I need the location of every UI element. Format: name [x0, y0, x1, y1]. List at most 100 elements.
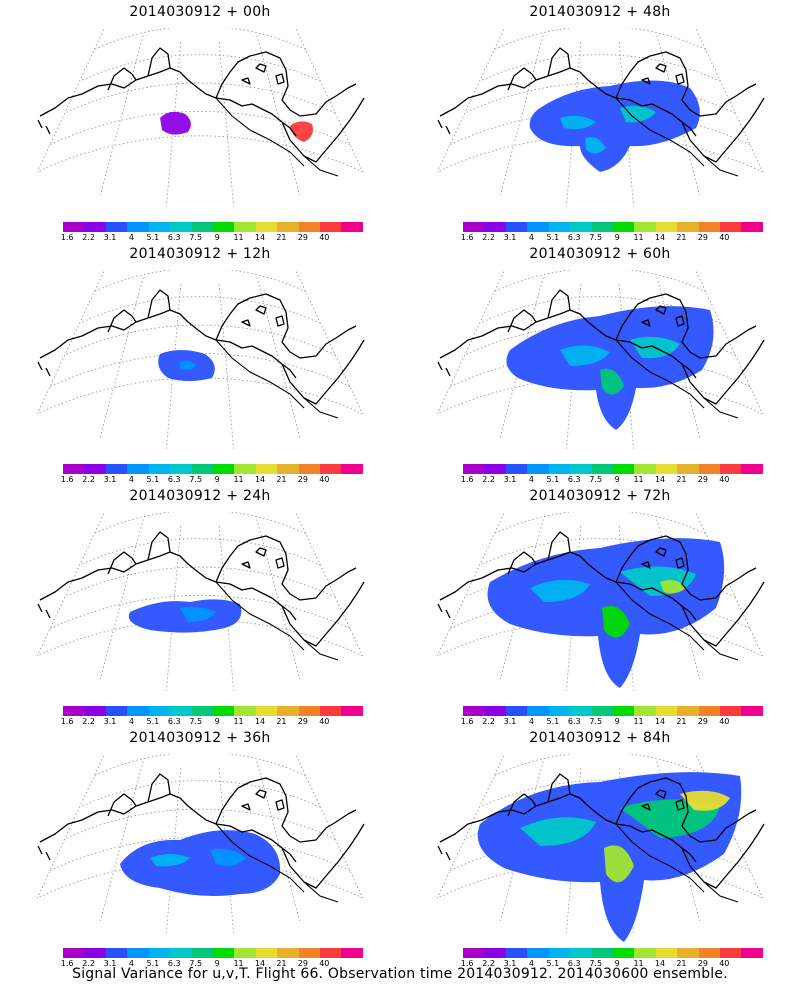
latitude-line	[449, 111, 751, 146]
colorbar-labels: 1.6 2.2 3.1 4 5.1 6.3 7.5 9 11 14 21 29 40	[61, 717, 363, 727]
variance-contour	[560, 115, 596, 130]
coastline	[255, 547, 267, 557]
colorbar-tick-label: 40	[719, 717, 730, 726]
colorbar-tick-label: 3.1	[503, 717, 517, 726]
coastline	[241, 561, 251, 569]
colorbar-swatch	[612, 706, 635, 716]
meridian-line	[695, 270, 764, 415]
colorbar-swatch	[505, 464, 528, 474]
colorbar-tick-label: 5.1	[546, 959, 560, 968]
map-projection	[36, 512, 365, 691]
map-projection	[36, 270, 365, 449]
colorbar-swatch	[298, 948, 321, 958]
colorbar-swatch	[298, 464, 321, 474]
colorbar-swatch	[463, 948, 485, 958]
coastline	[147, 773, 171, 803]
colorbar-swatch	[320, 948, 342, 958]
colorbar-swatch	[212, 222, 235, 232]
colorbar-swatch	[341, 706, 363, 716]
coastline	[681, 339, 765, 405]
meridian-line	[695, 28, 764, 173]
colorbar-swatch	[84, 464, 106, 474]
latitude-line	[79, 54, 321, 82]
colorbar-tick-label: 2.2	[482, 959, 495, 968]
map-panel: 2014030912 + 12h 1.6 2.2 3.1 4 5.1 6.3 7.5 9 11 14…	[5, 242, 395, 484]
variance-contour	[210, 849, 246, 866]
colorbar-tick-label: 40	[319, 233, 330, 242]
coastline	[241, 803, 251, 811]
colorbar-swatch	[548, 464, 571, 474]
colorbar-labels: 1.6 2.2 3.1 4 5.1 6.3 7.5 9 11 14 21 29 40	[461, 475, 763, 485]
colorbar-swatch	[320, 222, 342, 232]
border-line	[703, 155, 739, 177]
panel-title: 2014030912 + 36h	[129, 730, 271, 746]
colorbar-tick-label: 7.5	[189, 233, 203, 242]
map-panel: 2014030912 + 72h 1.6 2.2 3.1 4 5.1 6.3 7.5 9 11 14…	[405, 484, 795, 726]
colorbar-tick-label: 29	[297, 475, 308, 484]
coastline	[437, 845, 451, 861]
colorbar-tick-label: 7.5	[589, 717, 603, 726]
colorbar-swatch	[105, 464, 128, 474]
colorbar-swatch	[548, 706, 571, 716]
coastline	[655, 547, 667, 557]
colorbar-tick-label: 40	[719, 959, 730, 968]
coastline	[37, 361, 51, 377]
colorbar-tick-label: 7.5	[589, 475, 603, 484]
colorbar	[463, 948, 763, 958]
colorbar-tick-label: 14	[654, 717, 666, 726]
colorbar-tick-label: 6.3	[567, 717, 581, 726]
variance-contour	[602, 606, 630, 638]
colorbar-tick-label: 2.2	[482, 233, 495, 242]
colorbar-tick-label: 9	[214, 717, 220, 726]
colorbar-swatch	[484, 464, 506, 474]
colorbar-swatch	[191, 222, 213, 232]
coastline	[615, 51, 757, 117]
colorbar-swatch	[148, 222, 171, 232]
coastline	[547, 773, 571, 803]
coastline	[107, 793, 137, 817]
colorbar-tick-label: 9	[214, 475, 220, 484]
colorbar-swatch	[527, 222, 549, 232]
colorbar-tick-label: 2.2	[82, 959, 95, 968]
coastline	[241, 319, 251, 327]
map-projection	[436, 270, 765, 449]
border-line	[215, 581, 305, 651]
colorbar-tick-label: 9	[214, 959, 220, 968]
colorbar-tick-label: 29	[297, 717, 308, 726]
coastline	[437, 603, 451, 619]
latitude-line	[479, 54, 721, 82]
coastline	[675, 315, 685, 327]
colorbar-tick-label: 5.1	[146, 959, 160, 968]
colorbar	[63, 464, 363, 474]
colorbar-tick-label: 40	[319, 717, 330, 726]
map-panel: 2014030912 + 00h 1.6 2.2 3.1 4 5.1 6.3 7.5 9 11 14…	[5, 0, 395, 242]
colorbar-tick-label: 40	[319, 475, 330, 484]
colorbar-tick-label: 1.6	[60, 959, 74, 968]
variance-contour	[180, 360, 196, 370]
coastline	[547, 289, 571, 319]
coastline	[547, 531, 571, 561]
colorbar-swatch	[484, 706, 506, 716]
meridian-line	[295, 754, 364, 899]
variance-contour	[180, 606, 216, 622]
border-line	[615, 97, 705, 167]
colorbar-swatch	[505, 706, 528, 716]
colorbar-tick-label: 7.5	[189, 475, 203, 484]
colorbar-swatch	[484, 948, 506, 958]
colorbar-tick-label: 4	[528, 959, 534, 968]
coastline	[107, 309, 137, 333]
coastline	[281, 581, 365, 647]
colorbar-swatch	[655, 464, 678, 474]
coastline	[255, 789, 267, 799]
coastline	[681, 581, 765, 647]
colorbar-swatch	[570, 222, 592, 232]
variance-contour	[160, 111, 191, 135]
meridian-line	[436, 270, 505, 415]
colorbar-tick-label: 6.3	[167, 959, 181, 968]
colorbar-swatch	[741, 706, 763, 716]
coastline	[507, 551, 537, 575]
meridian-line	[566, 42, 582, 207]
colorbar-tick-label: 21	[676, 475, 687, 484]
border-line	[703, 397, 739, 419]
colorbar-tick-label: 5.1	[546, 233, 560, 242]
